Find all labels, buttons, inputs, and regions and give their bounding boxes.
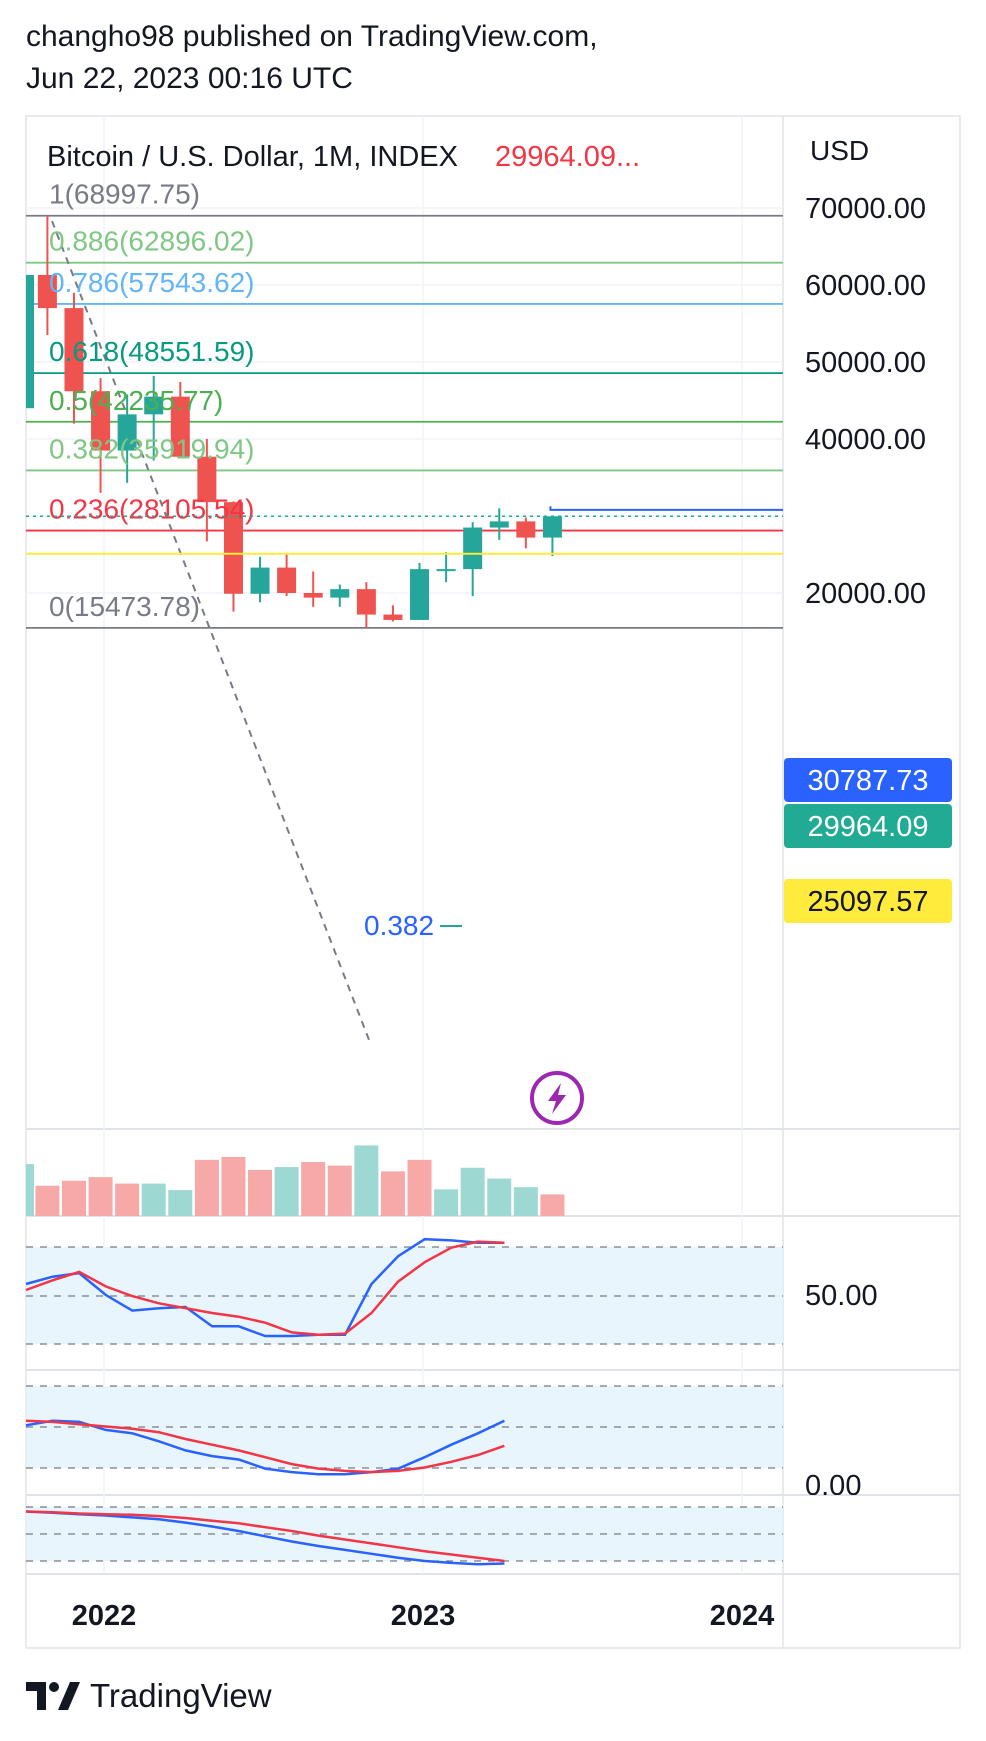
candle-body — [277, 567, 297, 593]
volume-bars — [26, 1145, 565, 1216]
publisher-line: changho98 published on TradingView.com, — [26, 20, 598, 53]
macd-red-line — [25, 1419, 505, 1474]
lightning-icon[interactable] — [530, 1071, 584, 1125]
volume-bar — [540, 1194, 565, 1216]
chart-frame — [25, 115, 961, 1649]
macd-level-label-clip: 0.00 — [805, 1470, 861, 1502]
tradingview-brand: TradingView — [26, 1677, 272, 1715]
vertical-grid — [103, 116, 743, 1574]
volume-bar — [487, 1178, 512, 1216]
y-tick-label: 50000.00 — [805, 347, 926, 379]
candle-body — [170, 396, 190, 457]
volume-bar — [327, 1165, 352, 1216]
fib-lines[interactable] — [26, 214, 783, 629]
candles — [26, 215, 562, 628]
volume-bar — [26, 1164, 34, 1216]
publish-date: Jun 22, 2023 00:16 UTC — [26, 62, 353, 95]
volume-bar — [221, 1156, 246, 1216]
candle-body — [26, 274, 34, 409]
x-axis: 2022 2023 2024 — [72, 1600, 775, 1632]
candle-body — [91, 391, 111, 451]
candle-body — [197, 456, 217, 503]
y-tick-label: 60000.00 — [805, 270, 926, 302]
chart-title: Bitcoin / U.S. Dollar, 1M, INDEX — [47, 141, 458, 173]
third-blue-line — [25, 1510, 505, 1566]
stoch-level-lines — [26, 1246, 783, 1345]
candle-body — [436, 569, 456, 572]
fib-label: 0.886(62896.02) — [49, 226, 255, 257]
fib-label: 0.786(57543.62) — [49, 267, 255, 298]
candle-body — [303, 593, 323, 598]
candle-body — [463, 527, 483, 570]
candle-body — [64, 308, 84, 392]
y-axis-ticks: 70000.00 60000.00 50000.00 40000.00 20000.00 — [805, 193, 926, 610]
price-tag — [784, 758, 952, 802]
candle-body — [383, 614, 403, 620]
volume-bar — [460, 1167, 485, 1216]
volume-bar — [434, 1189, 459, 1216]
price-tag-label: 30787.73 — [808, 765, 929, 797]
volume-bar — [194, 1159, 219, 1216]
volume-bar — [115, 1183, 140, 1216]
volume-bar — [354, 1145, 379, 1216]
candle-body — [489, 521, 509, 528]
price-tag — [784, 879, 952, 923]
volume-bar — [168, 1190, 193, 1216]
fib-label: 0.382(35919.94) — [49, 433, 255, 464]
brand-text: TradingView — [90, 1677, 272, 1714]
fib-label: 0.236(28105.54) — [49, 494, 255, 525]
fib-trend-line[interactable] — [51, 220, 372, 1046]
stoch-d-line — [25, 1240, 505, 1337]
third-red-line — [25, 1510, 505, 1563]
volume-bar — [513, 1187, 538, 1216]
candle-body — [542, 516, 562, 538]
macd-level-lines — [26, 1385, 783, 1469]
y-tick-label: 70000.00 — [805, 193, 926, 225]
volume-bar — [380, 1171, 405, 1216]
macd-blue-line — [25, 1419, 505, 1476]
fib-labels: 1(68997.75) 0.886(62896.02) 0.786(57543.62… — [49, 179, 255, 622]
candle-body — [356, 589, 376, 615]
volume-bar — [61, 1180, 86, 1216]
fib-label: 0.618(48551.59) — [49, 336, 255, 367]
price-tags: 30787.73 29964.09 25097.57 — [784, 758, 952, 923]
candle-body — [37, 274, 57, 309]
candle-body — [330, 589, 350, 598]
volume-bar — [407, 1159, 432, 1216]
volume-bar — [301, 1162, 326, 1216]
candle-body — [250, 567, 270, 594]
price-tag-label: 25097.57 — [808, 886, 929, 918]
third-level-lines — [26, 1506, 783, 1562]
candle-body — [410, 569, 430, 620]
y-tick-label: 20000.00 — [805, 578, 926, 610]
volume-bar — [274, 1167, 299, 1216]
stoch-k-line — [25, 1237, 505, 1338]
y-tick-label: 40000.00 — [805, 424, 926, 456]
candle-body — [117, 414, 137, 451]
price-tag — [784, 804, 952, 848]
volume-bar — [88, 1177, 113, 1216]
price-tag-label: 29964.09 — [808, 811, 929, 843]
volume-bar — [141, 1183, 166, 1216]
fib-label: 1(68997.75) — [49, 179, 200, 210]
x-tick-label: 2023 — [391, 1600, 456, 1632]
currency-label: USD — [810, 135, 869, 166]
candle-body — [516, 521, 536, 538]
volume-bar — [35, 1185, 60, 1216]
candle-body — [223, 502, 243, 594]
x-tick-label: 2022 — [72, 1600, 137, 1632]
last-price-header: 29964.09... — [495, 141, 640, 173]
fib-annotation-label: 0.382 — [364, 910, 434, 941]
fib-label: 0(15473.78) — [49, 591, 200, 622]
fib-label: 0.5(42235.77) — [49, 385, 223, 416]
tradingview-logo-icon — [26, 1682, 80, 1710]
macd-level-label: 0.00 — [805, 1470, 861, 1502]
x-tick-label: 2024 — [710, 1600, 775, 1632]
volume-bar — [248, 1169, 273, 1216]
candle-body — [144, 396, 164, 415]
stoch-level-label: 50.00 — [805, 1280, 878, 1312]
blue-price-line — [549, 506, 783, 511]
